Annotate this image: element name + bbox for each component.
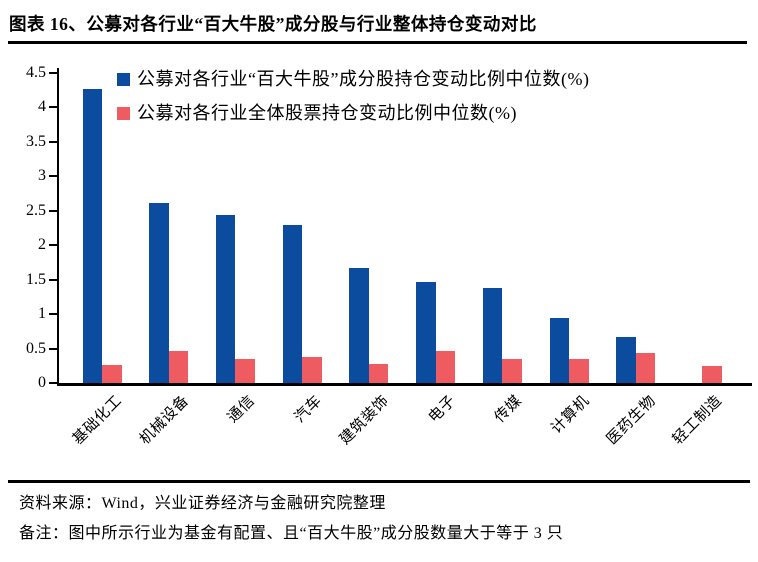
y-axis-tick-label: 4.5 [26, 64, 46, 81]
x-axis-category-label: 基础化工 [69, 392, 126, 448]
title-divider [8, 41, 747, 44]
legend-label: 公募对各行业“百大牛股”成分股持仓变动比例中位数(%) [137, 69, 590, 89]
bar [416, 281, 436, 383]
y-axis-tick-label: 4 [38, 98, 46, 116]
legend-item-constituent-stocks: 公募对各行业“百大牛股”成分股持仓变动比例中位数(%) [117, 66, 589, 92]
y-axis-tick [49, 382, 57, 384]
bar [702, 365, 722, 383]
bar [235, 358, 255, 383]
x-axis-category-label: 汽车 [292, 392, 326, 427]
y-axis-tick [49, 175, 57, 178]
x-axis-category-label: 建筑装饰 [336, 392, 393, 448]
remark-note: 备注：图中所示行业为基金有配置、且“百大牛股”成分股数量大于等于 3 只 [19, 525, 564, 542]
y-axis-tick [49, 347, 57, 350]
source-note: 资料来源：Wind，兴业证券经济与金融研究院整理 [19, 495, 386, 512]
y-axis-tick-label: 2 [38, 236, 46, 254]
x-axis-category-label: 轻工制造 [670, 392, 726, 448]
y-axis-tick [49, 72, 57, 74]
plot-area [49, 68, 752, 386]
bar [569, 358, 589, 383]
bar-chart: 公募对各行业“百大牛股”成分股持仓变动比例中位数(%) 公募对各行业全体股票持仓… [0, 50, 758, 475]
y-axis-tick-label: 3.5 [26, 132, 46, 150]
bar [82, 88, 102, 383]
y-axis-tick-label: 1.5 [26, 270, 46, 288]
bar [549, 317, 570, 383]
bar [302, 356, 322, 383]
x-axis-category-label: 通信 [225, 392, 259, 427]
bar [368, 364, 389, 383]
bar [435, 350, 456, 383]
y-axis-tick [49, 278, 57, 281]
x-axis-category-label: 机械设备 [136, 392, 192, 448]
legend-swatch-blue [117, 72, 130, 86]
y-axis-tick-label: 2.5 [26, 201, 46, 219]
x-axis-category-label: 传媒 [492, 392, 526, 427]
bar [282, 225, 303, 383]
bar [168, 351, 189, 383]
bar [635, 352, 656, 383]
y-axis-tick-label: 1 [38, 305, 46, 323]
bar [502, 358, 522, 383]
legend-item-all-stocks: 公募对各行业全体股票持仓变动比例中位数(%) [117, 100, 589, 126]
y-axis-tick [49, 140, 57, 143]
bar [482, 287, 503, 383]
y-axis-tick [49, 313, 57, 316]
x-axis-category-label: 医药生物 [603, 392, 659, 448]
bar [102, 365, 122, 383]
legend-label: 公募对各行业全体股票持仓变动比例中位数(%) [137, 103, 517, 123]
y-axis-tick-label: 0.5 [26, 339, 46, 357]
footer-divider [8, 480, 750, 483]
bar [149, 202, 169, 383]
legend-swatch-red [117, 106, 130, 120]
chart-legend: 公募对各行业“百大牛股”成分股持仓变动比例中位数(%) 公募对各行业全体股票持仓… [117, 66, 589, 134]
y-axis-tick [49, 106, 57, 109]
y-axis-tick-label: 3 [38, 167, 46, 185]
bar [349, 267, 369, 383]
y-axis-tick-label: 0 [38, 374, 46, 391]
figure-title: 图表 16、公募对各行业“百大牛股”成分股与行业整体持仓变动对比 [9, 14, 537, 34]
x-axis-category-label: 计算机 [547, 392, 593, 438]
bar [215, 214, 236, 383]
y-axis-tick [49, 209, 57, 212]
x-axis-category-label: 电子 [425, 392, 459, 427]
y-axis-tick [49, 244, 57, 247]
bar [616, 336, 636, 383]
